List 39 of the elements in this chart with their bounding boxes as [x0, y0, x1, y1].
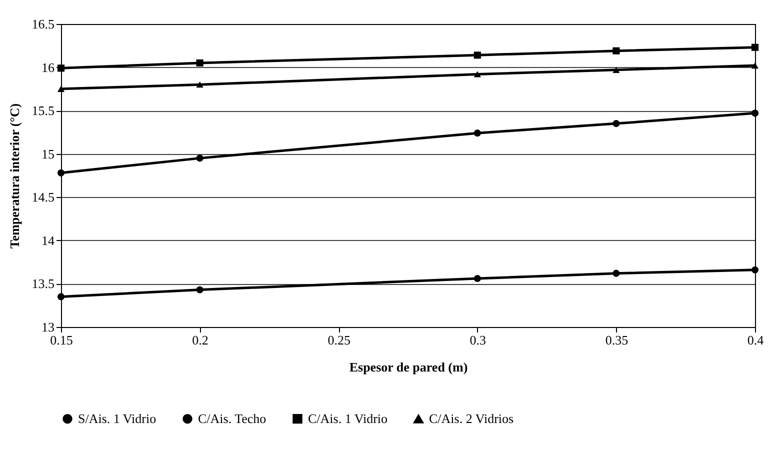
- point: [612, 66, 620, 73]
- y-axis-title: Temperatura interior (°C): [6, 103, 22, 249]
- point: [474, 130, 481, 137]
- point: [57, 169, 65, 176]
- x-axis-title: Espesor de pared (m): [349, 360, 468, 374]
- x-tick-label: 0.25: [328, 332, 350, 348]
- legend-label: C/Ais. 1 Vidrio: [308, 410, 388, 426]
- point: [196, 154, 204, 162]
- x-tick-label: 0.4: [747, 332, 764, 348]
- y-tick-label: 14: [42, 232, 55, 248]
- point: [612, 120, 620, 128]
- y-tick-label: 16.5: [32, 16, 54, 32]
- point: [751, 266, 759, 274]
- point: [751, 62, 759, 69]
- y-tick-label: 14.5: [32, 190, 54, 205]
- legend-label: S/Ais. 1 Vidrio: [78, 410, 156, 426]
- y-tick-label: 16: [42, 60, 55, 75]
- point: [474, 52, 481, 59]
- y-tick-label: 13.5: [32, 276, 54, 292]
- point: [474, 71, 481, 78]
- point: [196, 59, 204, 66]
- x-tick-label: 0.35: [605, 332, 628, 348]
- point: [57, 293, 65, 300]
- point: [474, 274, 481, 282]
- point: [612, 270, 620, 277]
- point: [751, 44, 759, 51]
- point: [751, 110, 759, 117]
- point: [196, 286, 204, 294]
- point: [57, 86, 65, 92]
- x-tick-label: 0.3: [470, 332, 486, 348]
- y-tick-label: 15: [42, 146, 54, 162]
- point: [612, 47, 620, 54]
- legend-label: C/Ais. Techo: [198, 410, 266, 426]
- x-tick-label: 0.15: [50, 332, 73, 348]
- y-tick-label: 13: [42, 320, 54, 334]
- legend-label: C/Ais. 2 Vidrios: [429, 411, 514, 426]
- y-tick-label: 15.5: [32, 103, 54, 118]
- point: [196, 82, 204, 88]
- x-tick-label: 0.2: [192, 332, 208, 348]
